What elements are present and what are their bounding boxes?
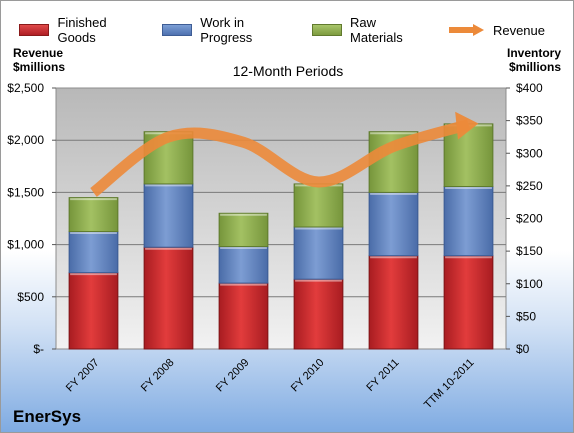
bar-raw-materials xyxy=(293,183,344,228)
category-label: FY 2007 xyxy=(64,357,102,395)
bar-finished-goods xyxy=(68,272,119,350)
left-tick-label: $2,500 xyxy=(7,81,44,95)
legend-label-revenue: Revenue xyxy=(492,22,545,38)
legend-swatch-revenue xyxy=(448,24,484,36)
legend-label-raw-materials: Raw Materials xyxy=(350,15,403,45)
bar-work-in-progress xyxy=(68,231,119,274)
legend-label-work-in-progress: Work in Progress xyxy=(200,15,253,45)
bar-finished-goods xyxy=(143,246,194,350)
right-tick-label: $100 xyxy=(516,277,543,291)
right-tick-label: $250 xyxy=(516,179,543,193)
legend-swatch-finished-goods xyxy=(19,24,50,36)
legend-item-raw-materials: Raw Materials xyxy=(311,15,419,45)
bar-work-in-progress xyxy=(368,191,419,257)
revenue-arrowhead xyxy=(455,111,479,140)
bar-work-in-progress xyxy=(143,183,194,248)
revenue-line xyxy=(90,119,471,197)
left-axis-title-line-1: Revenue xyxy=(13,46,64,60)
category-label: FY 2008 xyxy=(139,357,177,395)
left-tick-label: $500 xyxy=(17,290,44,304)
category-label: FY 2009 xyxy=(214,357,252,395)
bar-raw-materials xyxy=(218,212,269,248)
legend-item-work-in-progress: Work in Progress xyxy=(161,15,284,45)
legend-label-finished-goods: Finished Goods xyxy=(57,15,107,45)
bar-work-in-progress xyxy=(443,186,494,257)
bar-raw-materials xyxy=(443,123,494,188)
right-axis-title-line-1: Inventory xyxy=(506,46,561,60)
category-label: FY 2010 xyxy=(289,357,327,395)
legend-swatch-raw-materials xyxy=(311,24,343,36)
right-axis-title-line-2: $millions xyxy=(508,60,561,74)
bar-raw-materials xyxy=(68,197,119,233)
legend-item-finished-goods: Finished Goods xyxy=(19,15,134,45)
left-tick-label: $2,000 xyxy=(7,133,44,147)
category-label: FY 2011 xyxy=(364,357,401,394)
bar-work-in-progress xyxy=(293,226,344,280)
right-tick-label: $300 xyxy=(516,146,543,160)
right-axis-title: Inventory $millions xyxy=(507,46,561,74)
category-label: TTM 10-2011 xyxy=(422,357,477,412)
right-tick-label: $150 xyxy=(516,244,543,258)
right-tick-label: $200 xyxy=(516,212,543,226)
right-tick-label: $400 xyxy=(516,81,543,95)
bar-work-in-progress xyxy=(218,246,269,284)
legend-item-revenue: Revenue xyxy=(447,15,545,45)
left-tick-label: $1,000 xyxy=(7,238,44,252)
bar-finished-goods xyxy=(368,255,419,350)
bar-finished-goods xyxy=(293,278,344,350)
plot-title: 12-Month Periods xyxy=(232,63,344,79)
brand-name: EnerSys xyxy=(13,407,82,426)
right-tick-label: $350 xyxy=(516,114,543,128)
left-axis-title-line-2: $millions xyxy=(13,60,66,74)
legend-swatch-work-in-progress xyxy=(161,24,193,36)
left-axis-title: Revenue $millions xyxy=(13,46,65,74)
right-tick-label: $0 xyxy=(516,342,530,356)
bar-finished-goods xyxy=(218,282,269,350)
legend: Finished Goods Work in Progress Raw Mate… xyxy=(19,15,573,45)
right-tick-label: $50 xyxy=(516,309,536,323)
bar-finished-goods xyxy=(443,255,494,350)
left-tick-label: $- xyxy=(33,342,44,356)
left-tick-label: $1,500 xyxy=(7,185,44,199)
